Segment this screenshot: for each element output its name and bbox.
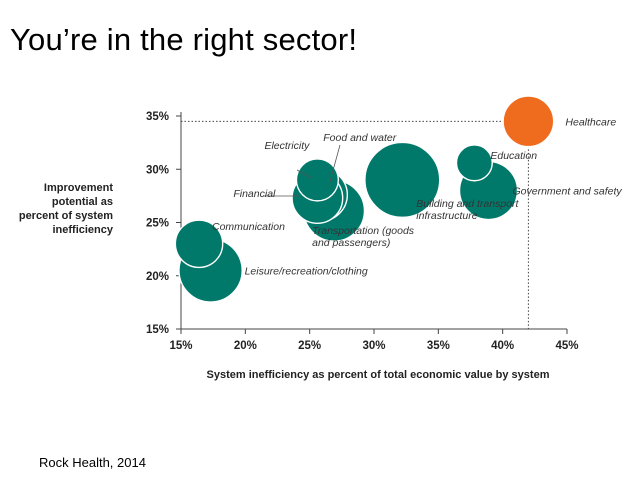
y-axis-title-line: percent of system (19, 210, 113, 222)
y-axis-title-line: inefficiency (52, 224, 113, 236)
x-tick-label: 35% (427, 340, 450, 352)
label-leader-lines (264, 144, 341, 197)
label-line: Electricity (264, 140, 310, 152)
bubbles (174, 95, 555, 303)
y-axis-title-line: Improvement (44, 182, 113, 194)
label-communication: Communication (212, 221, 285, 233)
label-transportation: Transportation (goods and passengers) (312, 225, 415, 249)
label-line: Building and transport (416, 198, 519, 210)
x-tick-label: 20% (234, 340, 257, 352)
tick-labels: 15% 20% 25% 30% 35% 15% 20% 25% 30% 35% 40% 45% (146, 111, 579, 352)
leader-electricity (296, 169, 313, 179)
y-tick-label: 30% (146, 164, 169, 176)
bubble-electricity (295, 158, 340, 202)
label-line: Financial (233, 188, 276, 200)
bubble-healthcare (502, 95, 555, 148)
y-tick-label: 20% (146, 271, 169, 283)
x-tick-label: 15% (169, 340, 192, 352)
label-line: Food and water (323, 132, 396, 144)
label-line: and passengers) (312, 237, 390, 249)
label-education: Education (490, 150, 537, 162)
axis-titles: System inefficiency as percent of total … (19, 182, 550, 381)
label-financial: Financial (233, 188, 276, 200)
label-line: Healthcare (565, 116, 616, 128)
x-tick-label: 40% (491, 340, 514, 352)
source-caption: Rock Health, 2014 (39, 455, 146, 470)
slide-title: You’re in the right sector! (10, 22, 358, 57)
y-tick-label: 15% (146, 324, 169, 336)
y-tick-label: 35% (146, 111, 169, 123)
x-tick-label: 45% (555, 340, 578, 352)
bubble-building (364, 141, 441, 219)
bubble-education (455, 144, 493, 182)
y-axis-title: Improvement potential as percent of system… (19, 182, 114, 236)
x-tick-label: 30% (362, 340, 385, 352)
label-line: infrastructure (416, 210, 477, 222)
leader-food (328, 144, 341, 186)
label-electricity: Electricity (264, 140, 310, 152)
bubble-labels: Healthcare Education Government and safety… (212, 116, 622, 277)
label-leisure: Leisure/recreation/clothing (245, 265, 368, 277)
label-line: Government and safety (513, 186, 623, 198)
label-healthcare: Healthcare (565, 116, 616, 128)
label-line: Leisure/recreation/clothing (245, 265, 368, 277)
bubble-communication (174, 219, 224, 269)
y-tick-label: 25% (146, 218, 169, 230)
chart-axes (176, 112, 568, 334)
y-axis-title-line: potential as (52, 196, 113, 208)
x-axis-title: System inefficiency as percent of total … (207, 369, 550, 381)
x-tick-label: 25% (298, 340, 321, 352)
label-line: Communication (212, 221, 285, 233)
label-line: Transportation (goods (312, 225, 415, 237)
label-food: Food and water (323, 132, 396, 144)
label-government: Government and safety (513, 186, 623, 198)
label-line: Education (490, 150, 537, 162)
label-building: Building and transport infrastructure (416, 198, 519, 222)
